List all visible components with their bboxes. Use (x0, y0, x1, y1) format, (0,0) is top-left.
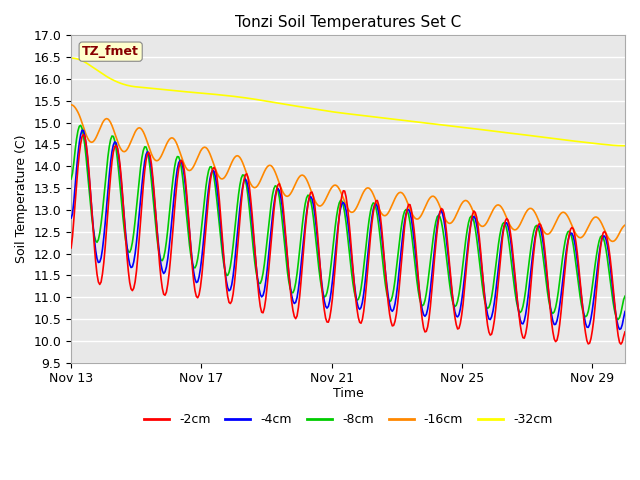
Legend: -2cm, -4cm, -8cm, -16cm, -32cm: -2cm, -4cm, -8cm, -16cm, -32cm (139, 408, 557, 431)
Text: TZ_fmet: TZ_fmet (82, 45, 139, 58)
X-axis label: Time: Time (333, 387, 364, 400)
Title: Tonzi Soil Temperatures Set C: Tonzi Soil Temperatures Set C (235, 15, 461, 30)
Y-axis label: Soil Temperature (C): Soil Temperature (C) (15, 135, 28, 263)
